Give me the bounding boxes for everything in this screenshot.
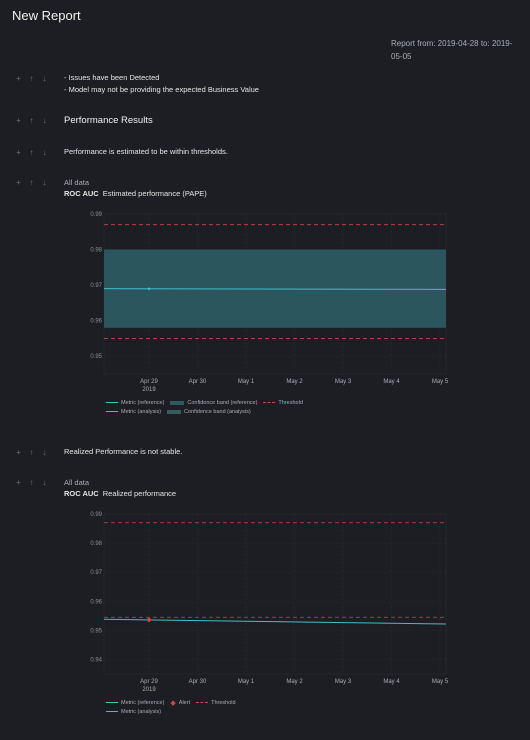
x-tick-label: May 4 bbox=[383, 679, 400, 685]
legend-metric-analysis: Metric (analysis) bbox=[121, 708, 162, 715]
x-tick-label: May 5 bbox=[432, 679, 449, 685]
chart1-metric-line: ROC AUC Estimated performance (PAPE) bbox=[64, 189, 207, 198]
move-down-icon[interactable]: ↓ bbox=[42, 478, 47, 487]
legend-metric-analysis: Metric (analysis) bbox=[121, 408, 162, 415]
legend-metric-reference: Metric (reference) bbox=[121, 399, 165, 406]
move-up-icon[interactable]: ↑ bbox=[29, 178, 34, 187]
legend-threshold: Threshold bbox=[278, 399, 303, 406]
add-icon[interactable]: + bbox=[16, 74, 21, 83]
alert-marker bbox=[146, 617, 152, 623]
y-tick-label: 0.94 bbox=[90, 657, 102, 663]
legend-alert: Alert bbox=[178, 699, 191, 706]
y-tick-label: 0.98 bbox=[90, 248, 102, 254]
plot-area bbox=[103, 513, 447, 675]
move-down-icon[interactable]: ↓ bbox=[42, 148, 47, 157]
chart2-metric-name: ROC AUC bbox=[64, 489, 99, 498]
move-up-icon[interactable]: ↑ bbox=[29, 74, 34, 83]
realized-status-text: Realized Performance is not stable. bbox=[64, 447, 183, 456]
row-controls-issues: + ↑ ↓ bbox=[14, 74, 49, 83]
chart1-scope: All data bbox=[64, 178, 90, 187]
add-icon[interactable]: + bbox=[16, 148, 21, 157]
x-tick-label: Apr 30 bbox=[189, 679, 207, 685]
y-tick-label: 0.97 bbox=[90, 283, 102, 289]
row-controls-heading: + ↑ ↓ bbox=[14, 116, 49, 125]
x-tick-label: May 2 bbox=[286, 679, 303, 685]
chart1-legend: Metric (reference) Confidence band (refe… bbox=[106, 398, 303, 416]
y-tick-label: 0.99 bbox=[90, 512, 102, 518]
row-controls-chart2: + ↑ ↓ bbox=[14, 478, 49, 487]
y-tick-label: 0.95 bbox=[90, 354, 102, 360]
legend-band-analysis: Confidence band (analysis) bbox=[184, 408, 251, 415]
add-icon[interactable]: + bbox=[16, 178, 21, 187]
realized-performance-chart: 0.94 0.95 0.96 0.97 0.98 0.99 Apr 29 2019 Apr 30… bbox=[90, 512, 449, 693]
chart1-description: Estimated performance (PAPE) bbox=[102, 189, 207, 198]
add-icon[interactable]: + bbox=[16, 448, 21, 457]
add-icon[interactable]: + bbox=[16, 116, 21, 125]
y-tick-label: 0.96 bbox=[90, 599, 102, 605]
chart2-description: Realized performance bbox=[102, 489, 177, 498]
alert-icon: ◆ bbox=[170, 699, 176, 707]
chart2-metric-line: ROC AUC Realized performance bbox=[64, 489, 176, 498]
legend-threshold: Threshold bbox=[211, 699, 236, 706]
y-tick-label: 0.97 bbox=[90, 570, 102, 576]
move-down-icon[interactable]: ↓ bbox=[42, 178, 47, 187]
issues-list: - Issues have been Detected - Model may … bbox=[64, 72, 259, 96]
report-range: Report from: 2019-04-28 to: 2019-05-05 bbox=[391, 39, 513, 61]
estimated-performance-chart: 0.95 0.96 0.97 0.98 0.99 Apr 29 2019 Apr 30 May … bbox=[90, 212, 449, 393]
move-down-icon[interactable]: ↓ bbox=[42, 448, 47, 457]
x-tick-label: May 3 bbox=[335, 379, 352, 385]
chart1-metric-name: ROC AUC bbox=[64, 189, 99, 198]
row-controls-estimated-text: + ↑ ↓ bbox=[14, 148, 49, 157]
metric-point bbox=[147, 287, 151, 291]
issue-item: - Issues have been Detected bbox=[64, 73, 160, 82]
issue-item: - Model may not be providing the expecte… bbox=[64, 85, 259, 94]
x-tick-label: 2019 bbox=[142, 687, 156, 693]
x-tick-label: May 1 bbox=[238, 379, 255, 385]
x-tick-label: May 1 bbox=[238, 679, 255, 685]
x-tick-label: Apr 29 bbox=[140, 379, 158, 385]
x-tick-label: 2019 bbox=[142, 387, 156, 393]
move-up-icon[interactable]: ↑ bbox=[29, 448, 34, 457]
move-down-icon[interactable]: ↓ bbox=[42, 116, 47, 125]
metric-analysis-line bbox=[103, 288, 447, 290]
y-tick-label: 0.98 bbox=[90, 541, 102, 547]
x-tick-label: Apr 30 bbox=[189, 379, 207, 385]
chart2-scope: All data bbox=[64, 478, 90, 487]
y-tick-label: 0.99 bbox=[90, 212, 102, 218]
y-tick-label: 0.95 bbox=[90, 628, 102, 634]
x-tick-label: Apr 29 bbox=[140, 679, 158, 685]
move-up-icon[interactable]: ↑ bbox=[29, 478, 34, 487]
row-controls-chart1: + ↑ ↓ bbox=[14, 178, 49, 187]
row-controls-realized-text: + ↑ ↓ bbox=[14, 448, 49, 457]
x-tick-label: May 4 bbox=[383, 379, 400, 385]
legend-band-reference: Confidence band (reference) bbox=[187, 399, 258, 406]
section-heading: Performance Results bbox=[64, 115, 153, 126]
legend-metric-reference: Metric (reference) bbox=[121, 699, 165, 706]
x-tick-label: May 3 bbox=[335, 679, 352, 685]
x-tick-label: May 5 bbox=[432, 379, 449, 385]
move-up-icon[interactable]: ↑ bbox=[29, 116, 34, 125]
x-tick-label: May 2 bbox=[286, 379, 303, 385]
add-icon[interactable]: + bbox=[16, 478, 21, 487]
move-down-icon[interactable]: ↓ bbox=[42, 74, 47, 83]
move-up-icon[interactable]: ↑ bbox=[29, 148, 34, 157]
chart2-legend: Metric (reference) ◆ Alert Threshold Metr… bbox=[106, 698, 236, 716]
report-title: New Report bbox=[12, 8, 81, 23]
metric-analysis-line bbox=[103, 618, 447, 625]
estimated-status-text: Performance is estimated to be within th… bbox=[64, 147, 228, 156]
y-tick-label: 0.96 bbox=[90, 319, 102, 325]
